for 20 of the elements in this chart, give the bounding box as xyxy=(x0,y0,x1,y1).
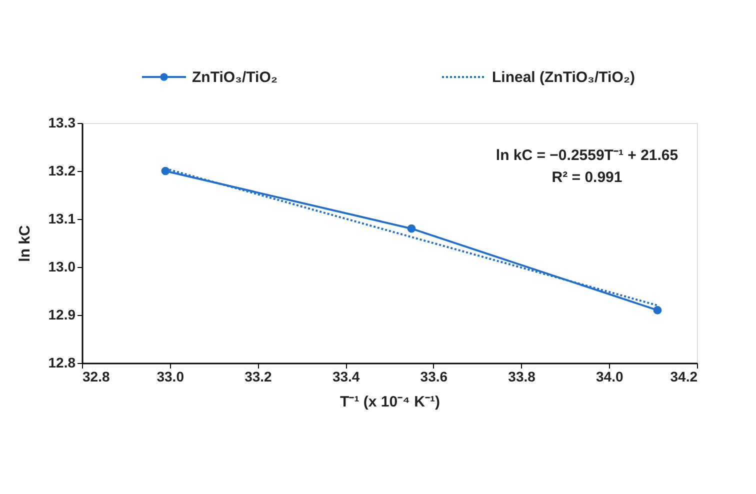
x-tick-label: 33.8 xyxy=(508,368,536,384)
x-tick-label: 33.0 xyxy=(156,368,184,384)
x-tick-label: 33.6 xyxy=(420,368,448,384)
y-tick-label: 12.8 xyxy=(48,354,76,370)
annotation: R² = 0.991 xyxy=(552,169,622,186)
x-tick-label: 32.8 xyxy=(82,368,110,384)
x-tick-label: 34.2 xyxy=(670,368,698,384)
x-tick-label: 33.4 xyxy=(332,368,360,384)
y-tick-label: 13.3 xyxy=(48,114,76,130)
annotation: ln kC = −0.2559T⁻¹ + 21.65 xyxy=(496,147,678,164)
y-tick-label: 13.0 xyxy=(48,258,76,274)
x-axis-title: T⁻¹ (x 10⁻⁴ K⁻¹) xyxy=(340,394,440,410)
y-tick-label: 13.1 xyxy=(48,210,76,226)
y-tick-label: 12.9 xyxy=(48,306,76,322)
y-tick-label: 13.2 xyxy=(48,162,76,178)
legend-label: ZnTiO₃/TiO₂ xyxy=(192,69,278,86)
x-tick-label: 34.0 xyxy=(596,368,624,384)
y-axis-title: ln kC xyxy=(16,225,34,262)
x-tick-label: 33.2 xyxy=(244,368,272,384)
legend-label: Lineal (ZnTiO₃/TiO₂) xyxy=(492,69,636,86)
